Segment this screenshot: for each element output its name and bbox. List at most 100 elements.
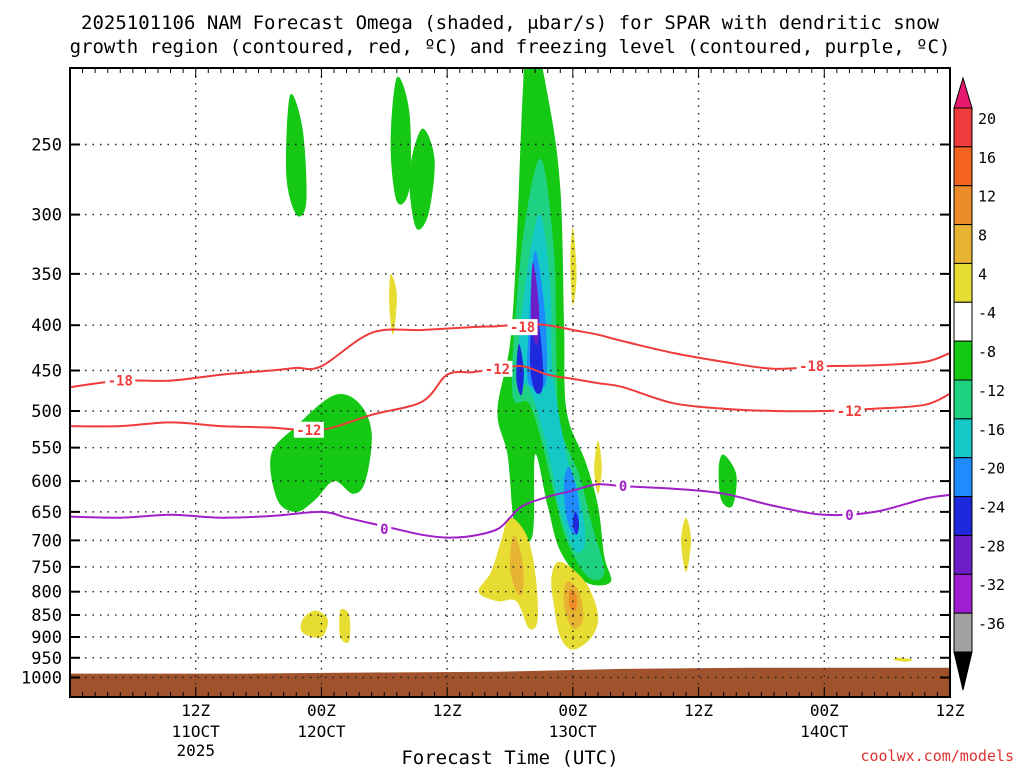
x-tick-label: 12Z (684, 701, 713, 720)
colorbar-label: -28 (978, 537, 1005, 555)
x-tick-label: 14OCT (800, 722, 849, 741)
omega-region-upward--4 (409, 128, 435, 230)
colorbar-label: 12 (978, 188, 996, 206)
colorbar-swatch (953, 612, 973, 653)
colorbar-label: -16 (978, 421, 1005, 439)
colorbar: 20 16 12 8 4 -4 -8 -12 -16 -20 -24 -28 -32 -36 (953, 76, 1005, 691)
omega-region-downward-8 (509, 534, 524, 596)
colorbar-top-arrow (953, 76, 973, 109)
x-tick-label: 00Z (307, 701, 336, 720)
colorbar-label: 16 (978, 149, 996, 167)
y-tick-label: 850 (31, 606, 62, 626)
ground-terrain (70, 667, 950, 697)
omega-region-downward-4 (389, 273, 397, 335)
x-tick-label: 12OCT (297, 722, 346, 741)
colorbar-swatch (953, 107, 973, 148)
contour-label: -18 (799, 359, 824, 375)
omega-region-downward-4 (681, 517, 691, 572)
contour-label: -12 (837, 404, 862, 420)
contour-label-bg (616, 478, 631, 495)
x-tick-label: 11OCT (172, 722, 221, 741)
colorbar-swatch (953, 185, 973, 226)
y-tick-label: 250 (31, 136, 62, 156)
colorbar-label: 20 (978, 110, 996, 128)
y-tick-label: 500 (31, 402, 62, 422)
y-tick-label: 600 (31, 472, 62, 492)
colorbar-label: -12 (978, 382, 1005, 400)
contour-line-snow--12 (70, 364, 950, 432)
colorbar-swatch (953, 146, 973, 187)
x-tick-label: 00Z (558, 701, 587, 720)
omega-region-downward-4 (594, 440, 602, 494)
contour-label-bg (293, 421, 324, 438)
contour-label: -18 (108, 374, 133, 390)
omega-region-downward-4 (300, 610, 328, 638)
colorbar-label: -8 (978, 343, 996, 361)
x-axis-label: Forecast Time (UTC) (401, 747, 618, 768)
colorbar-swatch (953, 573, 973, 614)
colorbar-swatch (953, 496, 973, 536)
colorbar-label: -36 (978, 615, 1005, 633)
chart-title-line-1: 2025101106 NAM Forecast Omega (shaded, μ… (81, 12, 939, 34)
colorbar-label: 4 (978, 265, 987, 283)
colorbar-swatch (953, 379, 973, 420)
contour-label-bg (834, 403, 865, 419)
colorbar-swatch (953, 262, 973, 303)
contour-label: 0 (845, 508, 853, 524)
omega-region-upward--4 (390, 76, 411, 205)
y-tick-label: 400 (31, 316, 62, 336)
y-tick-label: 550 (31, 439, 62, 459)
y-tick-label: 650 (31, 503, 62, 523)
omega-region-upward--24 (572, 511, 580, 535)
x-tick-label: 13OCT (549, 722, 598, 741)
colorbar-swatch (953, 340, 973, 381)
contour-label: -12 (296, 423, 321, 439)
axes: 2503003504004505005506006507007508008509… (21, 67, 965, 760)
omega-region-upward--4 (718, 454, 737, 508)
contour-label-bg (105, 372, 136, 389)
y-tick-label: 800 (31, 583, 62, 603)
y-tick-label: 700 (31, 531, 62, 551)
contour-label-bg (377, 521, 392, 538)
y-tick-label: 350 (31, 265, 62, 285)
y-tick-label: 1000 (21, 669, 62, 689)
x-tick-label: 12Z (181, 701, 210, 720)
contour-label-bg (507, 319, 538, 336)
contour-line-freezing-0 (70, 483, 950, 539)
omega-region-downward-4 (570, 227, 577, 306)
colorbar-label: 8 (978, 227, 987, 245)
y-tick-label: 950 (31, 649, 62, 669)
y-tick-label: 300 (31, 206, 62, 226)
colorbar-label: -24 (978, 499, 1005, 517)
colorbar-swatch (953, 534, 973, 575)
colorbar-bottom-arrow (953, 651, 973, 691)
chart-title-line-2: growth region (contoured, red, ºC) and f… (70, 36, 951, 58)
omega-region-downward-4 (478, 517, 538, 630)
colorbar-label: -4 (978, 304, 996, 322)
contour-label-bg (842, 506, 857, 523)
y-tick-label: 900 (31, 628, 62, 648)
x-tick-label: 2025 (176, 741, 215, 760)
contour-label: 0 (380, 522, 388, 538)
colorbar-swatch (953, 418, 973, 459)
y-tick-label: 750 (31, 558, 62, 578)
omega-region-upward--4 (270, 394, 372, 512)
omega-region-downward-12 (568, 589, 577, 611)
contour-label: -18 (510, 320, 535, 336)
contour-label: 0 (619, 479, 627, 495)
y-tick-label: 450 (31, 361, 62, 381)
omega-region-downward-4 (339, 608, 351, 643)
x-tick-label: 12Z (936, 701, 965, 720)
plot-area: -18 -18 -18 -12 -12 -12 0 0 0 (70, 68, 950, 697)
credit-text: coolwx.com/models (860, 747, 1014, 765)
colorbar-swatch (953, 301, 973, 342)
colorbar-label: -20 (978, 460, 1005, 478)
contour-label-bg (482, 360, 513, 377)
colorbar-swatch (953, 224, 973, 264)
omega-region-downward-4 (893, 657, 913, 662)
x-tick-label: 00Z (810, 701, 839, 720)
colorbar-label: -32 (978, 576, 1005, 594)
omega-region-upward--4 (285, 93, 307, 217)
contour-label: -12 (485, 362, 510, 378)
